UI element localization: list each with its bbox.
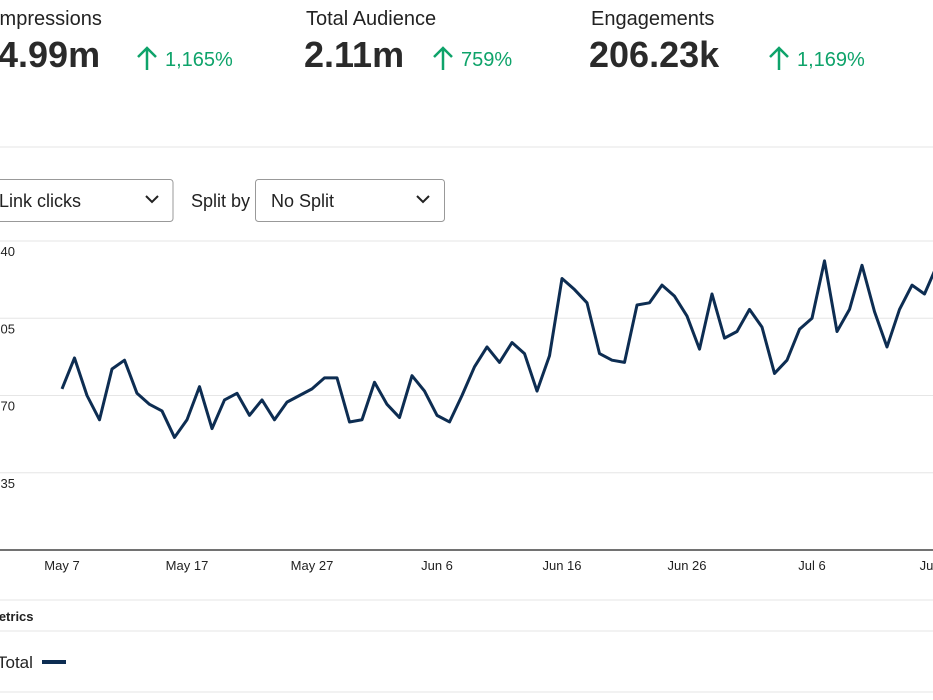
legend-title: Metrics: [0, 609, 34, 624]
metric-value: 206.23k: [589, 34, 720, 75]
metric-label: Engagements: [591, 8, 714, 30]
split-dropdown-text: No Split: [271, 191, 334, 211]
chevron: [145, 195, 159, 204]
y-tick-label: 70: [1, 399, 15, 414]
y-tick-label: 105: [0, 321, 15, 336]
split-label: Split by: [191, 191, 250, 211]
metric-change: 1,165%: [165, 49, 233, 71]
x-tick-label: Jun 6: [421, 558, 453, 573]
up-arrow: [769, 46, 789, 70]
x-tick-label: Jul 16: [920, 558, 933, 573]
metric-value: 2.11m: [304, 34, 404, 75]
metric-label: Total Audience: [306, 8, 436, 30]
x-tick-label: Jun 26: [667, 558, 706, 573]
x-tick-label: Jun 16: [542, 558, 581, 573]
y-tick-label: 140: [0, 244, 15, 259]
x-tick-label: May 27: [291, 558, 334, 573]
split-dropdown[interactable]: [255, 179, 445, 222]
up-arrow: [433, 46, 453, 70]
legend-label[interactable]: Total: [0, 653, 33, 672]
y-tick-label: 35: [1, 476, 15, 491]
x-tick-label: May 7: [44, 558, 79, 573]
metric-dropdown[interactable]: [0, 179, 174, 222]
data-line: [60, 259, 933, 439]
metric-dropdown-text: Link clicks: [0, 191, 81, 211]
x-tick-label: Jul 6: [798, 558, 825, 573]
up-arrow: [137, 46, 157, 70]
metric-change: 759%: [461, 49, 512, 71]
chevron: [416, 195, 430, 204]
metric-label: Impressions: [0, 8, 102, 30]
x-tick-label: May 17: [166, 558, 209, 573]
metric-value: 4.99m: [0, 34, 100, 75]
metric-change: 1,169%: [797, 49, 865, 71]
